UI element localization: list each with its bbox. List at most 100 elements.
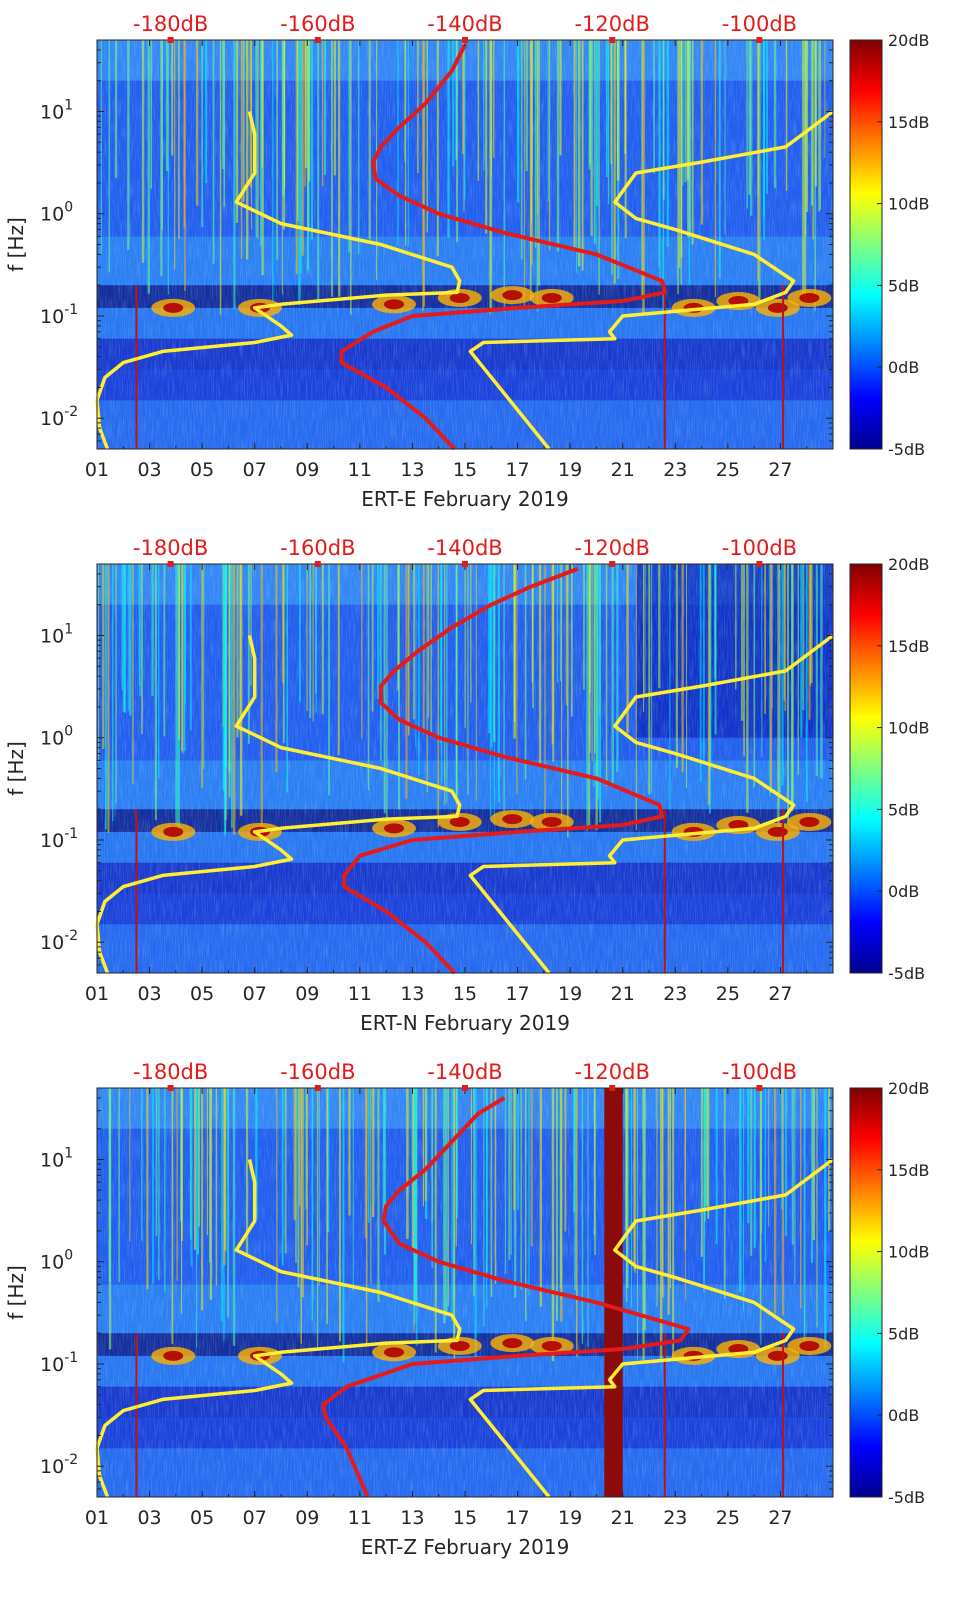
colorbar-label: 15dB	[888, 113, 930, 132]
series-line-2	[468, 1158, 835, 1499]
y-tick-label: 101	[40, 621, 73, 647]
x-ticks: 01 03 05 07 09 11 13 15 17 19 21 23 25 27	[85, 564, 834, 1005]
saturated-band	[604, 1088, 623, 1497]
colorbar-label: 10dB	[888, 195, 930, 214]
series-line-3	[342, 566, 665, 975]
x-tick-label: 07	[243, 459, 267, 481]
series-line-3	[321, 1096, 691, 1498]
x-tick-label: 17	[505, 1507, 529, 1529]
y-tick-label: 100	[40, 200, 73, 226]
x-tick-label: 03	[137, 983, 161, 1005]
x-tick-label: 01	[85, 459, 109, 481]
x-tick-label: 05	[190, 1507, 214, 1529]
y-tick-label: 10-2	[40, 404, 78, 430]
x-tick-label: 13	[400, 459, 424, 481]
series-line-1	[95, 635, 462, 974]
top-db-label: -180dB	[133, 536, 208, 560]
y-axis-label: f [Hz]	[4, 741, 28, 796]
top-db-label: -100dB	[722, 536, 797, 560]
colorbar-label: 10dB	[888, 1243, 930, 1262]
top-db-axis: -180dB -160dB -140dB -120dB -100dB	[133, 12, 797, 43]
x-tick-label: 21	[611, 1507, 635, 1529]
top-db-label: -140dB	[427, 1060, 502, 1084]
x-tick-label: 25	[716, 459, 740, 481]
colorbar-label: -5dB	[888, 964, 925, 983]
colorbar-label: 5dB	[888, 800, 919, 819]
y-tick-label: 10-2	[40, 928, 78, 954]
spectrogram-panel-3: 01 03 05 07 09 11 13 15 17 19 21 23 25 2710-210-11001…	[4, 1060, 930, 1559]
x-axis-label: ERT-N February 2019	[360, 1011, 570, 1035]
top-db-label: -160dB	[280, 1060, 355, 1084]
x-tick-label: 15	[453, 459, 477, 481]
x-tick-label: 05	[190, 983, 214, 1005]
x-axis-label: ERT-Z February 2019	[361, 1535, 570, 1559]
x-tick-label: 11	[348, 983, 372, 1005]
top-db-label: -140dB	[427, 536, 502, 560]
x-tick-label: 25	[716, 983, 740, 1005]
spectrogram-panel-1: 01 03 05 07 09 11 13 15 17 19 21 23 25 27 10-2 10-1 100 1…	[4, 12, 930, 511]
x-tick-label: 21	[611, 983, 635, 1005]
colorbar-label: -5dB	[888, 440, 925, 459]
x-tick-label: 09	[295, 459, 319, 481]
y-tick-label: 101	[40, 1145, 73, 1171]
y-tick-label: 101	[40, 97, 73, 123]
y-axis-label: f [Hz]	[4, 217, 28, 272]
colorbar: 20dB 15dB 10dB 5dB 0dB -5dB	[849, 555, 930, 983]
x-ticks: 01 03 05 07 09 11 13 15 17 19 21 23 25 27	[85, 40, 834, 481]
x-tick-label: 15	[453, 1507, 477, 1529]
y-tick-label: 10-2	[40, 1452, 78, 1478]
y-ticks: 10-2 10-1 100 101	[40, 1087, 833, 1498]
top-db-label: -100dB	[722, 12, 797, 36]
x-tick-label: 23	[663, 1507, 687, 1529]
x-tick-label: 07	[243, 1507, 267, 1529]
colorbar-label: 15dB	[888, 637, 930, 656]
y-tick-label: 100	[40, 1248, 73, 1274]
x-tick-label: 19	[558, 983, 582, 1005]
top-db-axis: -180dB -160dB -140dB -120dB -100dB	[133, 536, 797, 567]
colorbar-label: 5dB	[888, 1324, 919, 1343]
top-db-label: -140dB	[427, 12, 502, 36]
spectrogram-background	[97, 564, 833, 973]
x-tick-label: 17	[505, 983, 529, 1005]
x-tick-label: 13	[400, 983, 424, 1005]
series-line-1	[95, 111, 462, 450]
colorbar-label: 0dB	[888, 882, 919, 901]
colorbar-label: 5dB	[888, 276, 919, 295]
x-tick-label: 13	[400, 1507, 424, 1529]
y-tick-label: 100	[40, 724, 73, 750]
y-tick-label: 10-1	[40, 1350, 78, 1376]
top-db-label: -160dB	[280, 536, 355, 560]
series-line-2	[468, 110, 835, 451]
top-db-label: -160dB	[280, 12, 355, 36]
x-tick-label: 27	[768, 1507, 792, 1529]
series-line-2	[468, 634, 835, 975]
top-db-label: -120dB	[574, 1060, 649, 1084]
x-tick-label: 01	[85, 983, 109, 1005]
spectrogram-background	[97, 40, 833, 449]
x-tick-label: 11	[348, 1507, 372, 1529]
y-tick-label: 10-1	[40, 826, 78, 852]
x-tick-label: 17	[505, 459, 529, 481]
y-tick-label: 10-1	[40, 302, 78, 328]
top-db-label: -120dB	[574, 12, 649, 36]
series-line-1	[95, 1159, 462, 1498]
x-tick-label: 27	[768, 983, 792, 1005]
x-tick-label: 01	[85, 1507, 109, 1529]
colorbar-label: 20dB	[888, 1079, 930, 1098]
x-tick-label: 19	[558, 1507, 582, 1529]
x-tick-label: 11	[348, 459, 372, 481]
x-tick-label: 03	[137, 1507, 161, 1529]
x-tick-label: 25	[716, 1507, 740, 1529]
x-tick-label: 23	[663, 459, 687, 481]
colorbar-label: 15dB	[888, 1161, 930, 1180]
top-db-label: -180dB	[133, 12, 208, 36]
colorbar-label: -5dB	[888, 1488, 925, 1507]
x-tick-label: 05	[190, 459, 214, 481]
y-axis-label: f [Hz]	[4, 1265, 28, 1320]
spectrogram-panel-2: 01 03 05 07 09 11 13 15 17 19 21 23 25 2710-210-11001…	[4, 536, 930, 1035]
colorbar-label: 0dB	[888, 1406, 919, 1425]
x-tick-label: 15	[453, 983, 477, 1005]
x-tick-label: 09	[295, 983, 319, 1005]
x-ticks: 01 03 05 07 09 11 13 15 17 19 21 23 25 27	[85, 1088, 834, 1529]
